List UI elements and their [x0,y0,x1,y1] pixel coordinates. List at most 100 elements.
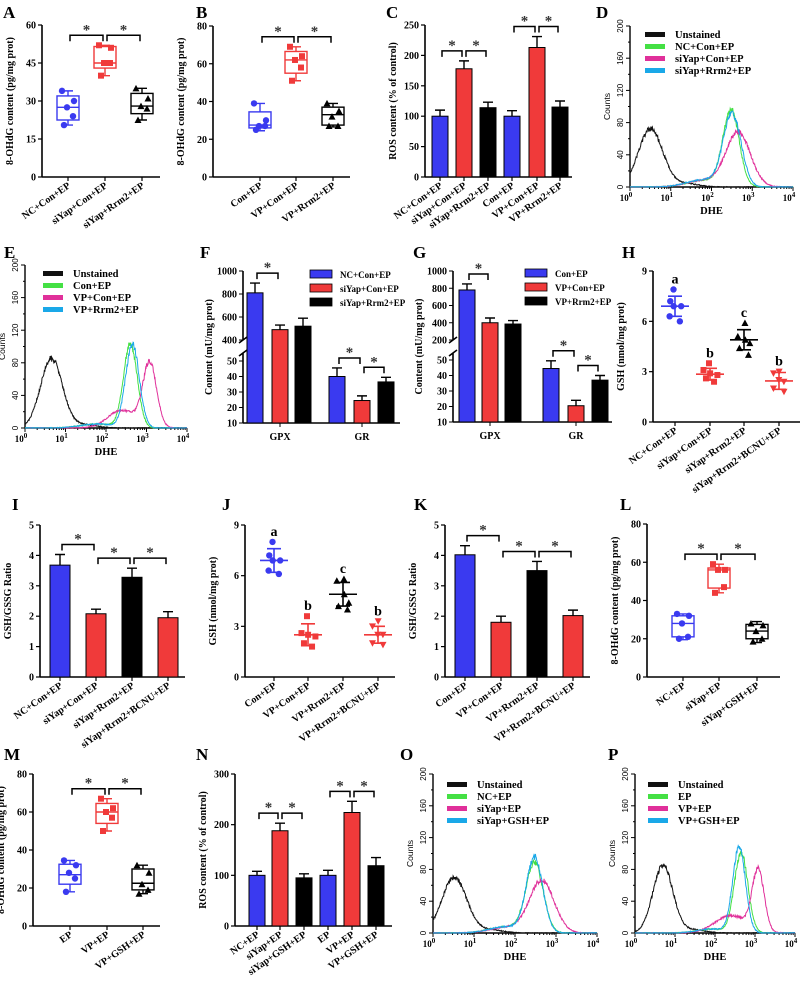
panel-letter: G [413,243,426,262]
legend-label: VP+GSH+EP [678,816,740,827]
histogram-curve [25,358,188,429]
significance-bracket [353,790,375,798]
significance-bracket [261,36,295,43]
box [284,50,308,74]
data-point [722,566,728,573]
data-point [345,599,353,606]
y-tick-label: 100 [404,112,419,123]
significance-bracket [465,50,487,57]
data-point [252,126,260,134]
group-letter: a [672,272,679,287]
data-point [144,886,152,893]
error-bar [595,374,605,381]
y-tick-label: 0 [419,930,428,935]
y-tick-label: 3 [234,622,239,633]
data-point [675,635,683,642]
panel-letter: K [414,495,428,514]
y-tick-label: 160 [616,51,625,65]
box-whisker [285,46,307,82]
y-tick-label: 160 [621,799,630,813]
y-tick-label: 100 [214,871,229,882]
significance-bracket [338,357,361,364]
error-bar [275,822,285,831]
y-tick-label: 40 [621,896,630,905]
data-point [135,890,143,897]
y-tick-label: 50 [409,142,419,153]
x-tick-label: 100 [423,937,436,949]
data-point [325,122,333,130]
y-tick-label: 40 [616,150,625,159]
histogram-curve [634,851,795,934]
legend-swatch [648,806,668,811]
bar [504,323,522,423]
legend-swatch [645,32,665,37]
bar [528,46,546,178]
significance-star: * [264,260,272,276]
y-tick-label: 1000 [427,267,447,278]
x-tick-base: 10 [785,939,795,949]
data-point [100,828,106,834]
error-bar [381,376,391,382]
bar [49,564,71,678]
y-axis-label: GSH/GSSG Ratio [3,563,14,639]
mean-sd-bar [329,581,357,607]
significance-bracket [106,34,141,42]
y-axis [448,271,458,422]
data-point [670,286,677,293]
legend-swatch [447,782,467,787]
error-bar [298,317,308,327]
x-tick-label: 102 [505,937,518,949]
mean-sd-bar [661,295,689,318]
box-whisker [131,87,153,121]
x-tick-exponent: 1 [670,191,674,199]
data-point [749,638,757,645]
panel-letter: B [196,3,207,22]
legend-label: VP+Con+EP [73,293,132,304]
data-point [145,869,153,876]
x-tick-label: 103 [136,432,149,444]
error-bar [357,395,367,401]
y-axis-label: Counts [0,333,7,360]
y-tick-label: 160 [419,799,428,813]
x-axis-label: DHE [704,952,727,963]
y-tick-label: 0 [234,673,239,684]
y-axis-label: 8-OHdG content (pg/mg prot) [0,786,7,914]
x-tick-base: 10 [661,193,671,203]
data-point [741,319,749,327]
legend-swatch [309,269,333,279]
x-tick-base: 10 [15,434,25,444]
x-tick-exponent: 2 [710,191,714,199]
y-tick-label: 120 [419,830,428,844]
bar [542,368,560,423]
x-tick-label: GR [569,431,585,442]
x-tick-label: GR [355,432,371,443]
box-whisker [322,102,344,128]
y-tick-label: 20 [631,634,641,645]
mean-sd-bar [730,328,758,351]
legend-label: NC+Con+EP [675,42,735,53]
data-point [673,610,681,618]
group-letter: b [304,599,312,614]
y-tick-label: 200 [616,19,625,33]
bar [295,877,313,927]
box-whisker [708,563,730,594]
panel-letter: J [222,495,231,514]
significance-star: * [274,24,282,40]
bar [343,812,361,927]
y-axis-label: ROS content (% of control) [198,791,209,909]
y-axis-label: GSH/GSSG Ratio [408,563,419,639]
legend-swatch [648,794,668,799]
x-tick-exponent: 4 [794,937,798,945]
y-tick-label: 40 [437,371,447,382]
significance-bracket [441,50,463,57]
data-point [110,805,116,812]
data-point [705,360,712,367]
y-tick-label: 20 [437,402,447,413]
error-bar [163,610,173,618]
data-point [107,60,113,66]
data-point [262,117,270,124]
bar [85,613,107,678]
x-tick-label: 102 [705,937,718,949]
